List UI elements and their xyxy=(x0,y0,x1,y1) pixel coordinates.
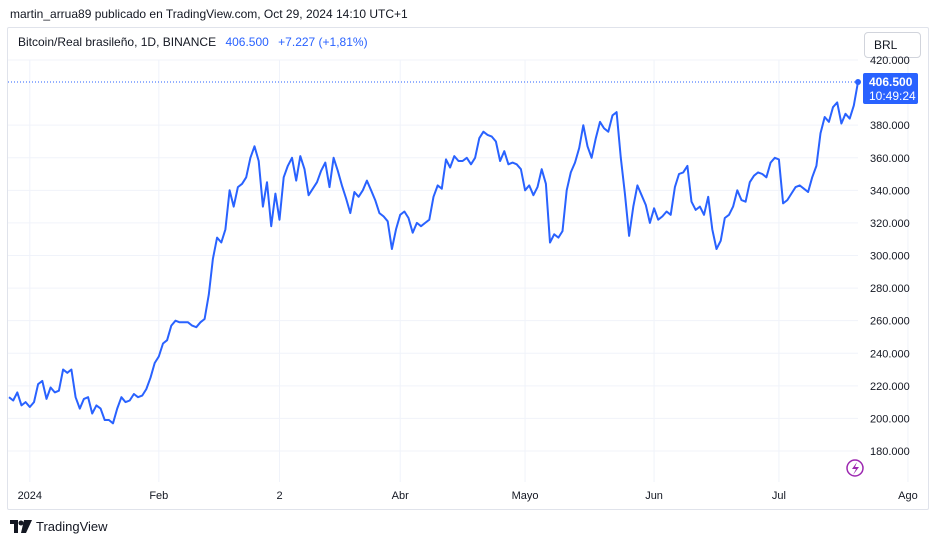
price-flag-countdown: 10:49:24 xyxy=(869,89,916,103)
legend-price: 406.500 xyxy=(225,35,269,49)
price-flag: 406.500 10:49:24 xyxy=(863,72,918,104)
x-tick-label: Jun xyxy=(645,490,663,502)
symbol-legend: Bitcoin/Real brasileño, 1D, BINANCE 406.… xyxy=(18,35,368,49)
y-tick-label: 340.000 xyxy=(870,185,910,197)
x-tick-label: 2024 xyxy=(18,490,42,502)
chart-frame xyxy=(7,27,929,510)
chart-grid xyxy=(8,59,909,482)
symbol-name[interactable]: Bitcoin/Real brasileño, 1D, BINANCE xyxy=(18,35,217,49)
brand-name: TradingView xyxy=(36,519,108,534)
y-tick-label: 180.000 xyxy=(870,446,910,458)
price-line xyxy=(8,81,859,425)
y-tick-label: 300.000 xyxy=(870,251,910,263)
y-tick-label: 280.000 xyxy=(870,283,910,295)
brand-footer[interactable]: TradingView xyxy=(10,519,108,534)
x-tick-label: Feb xyxy=(149,490,168,502)
lightning-event-icon[interactable] xyxy=(846,459,864,477)
y-tick-label: 380.000 xyxy=(870,120,910,132)
x-tick-label: 2 xyxy=(276,490,282,502)
y-tick-label: 360.000 xyxy=(870,153,910,165)
y-tick-label: 420.000 xyxy=(870,55,910,67)
last-price-dot xyxy=(855,78,861,85)
x-tick-label: Abr xyxy=(392,490,409,502)
y-tick-label: 240.000 xyxy=(870,348,910,360)
price-flag-price: 406.500 xyxy=(869,75,913,89)
y-tick-label: 320.000 xyxy=(870,218,910,230)
x-tick-label: Jul xyxy=(772,490,786,502)
tradingview-logo-icon xyxy=(10,520,32,533)
price-axis: 180.000 200.000 220.000 240.000 260.000 280.0… xyxy=(870,55,910,458)
y-tick-label: 260.000 xyxy=(870,316,910,328)
x-tick-label: Mayo xyxy=(512,490,539,502)
time-axis: 2024Feb2AbrMayoJunJulAgoSepOct xyxy=(18,490,918,502)
x-tick-label: Ago xyxy=(898,490,918,502)
legend-change: +7.227 (+1,81%) xyxy=(278,35,368,49)
y-tick-label: 200.000 xyxy=(870,413,910,425)
publish-header: martin_arrua89 publicado en TradingView.… xyxy=(10,7,408,21)
y-tick-label: 220.000 xyxy=(870,381,910,393)
currency-button[interactable]: BRL xyxy=(864,32,921,58)
